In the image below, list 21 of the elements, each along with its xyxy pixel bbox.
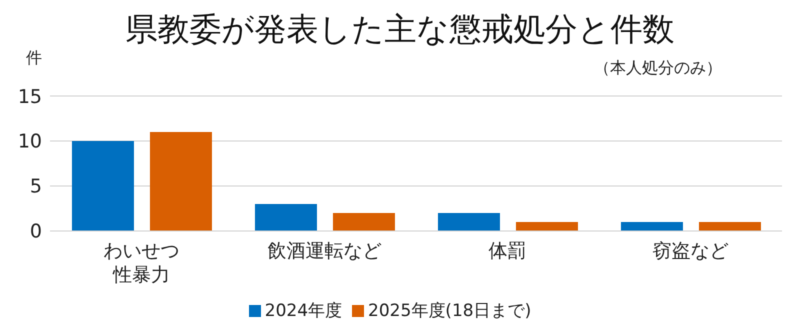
- x-tick-label: わいせつ性暴力: [104, 240, 180, 286]
- bar: [150, 132, 212, 231]
- bar: [254, 204, 317, 231]
- bar: [438, 213, 500, 231]
- bar: [698, 222, 761, 231]
- chart-title: 県教委が発表した主な懲戒処分と件数: [126, 10, 674, 48]
- x-tick-label: 窃盗など: [652, 240, 728, 262]
- bar: [332, 213, 395, 231]
- bar: [516, 222, 578, 231]
- y-tick-label: 15: [18, 86, 42, 108]
- y-axis-title: 件: [26, 48, 42, 69]
- bar: [620, 222, 683, 231]
- y-tick-label: 10: [18, 130, 42, 153]
- legend-label: 2025年度(18日まで): [368, 301, 532, 321]
- legend-label: 2024年度: [264, 301, 342, 321]
- y-tick-label: 0: [30, 220, 42, 243]
- chart-subtitle: （本人処分のみ）: [594, 58, 722, 79]
- x-tick-label: 体罰: [488, 240, 526, 262]
- y-tick-label: 5: [30, 176, 42, 198]
- x-tick-label: 飲酒運転など: [268, 240, 382, 262]
- bar: [72, 141, 134, 231]
